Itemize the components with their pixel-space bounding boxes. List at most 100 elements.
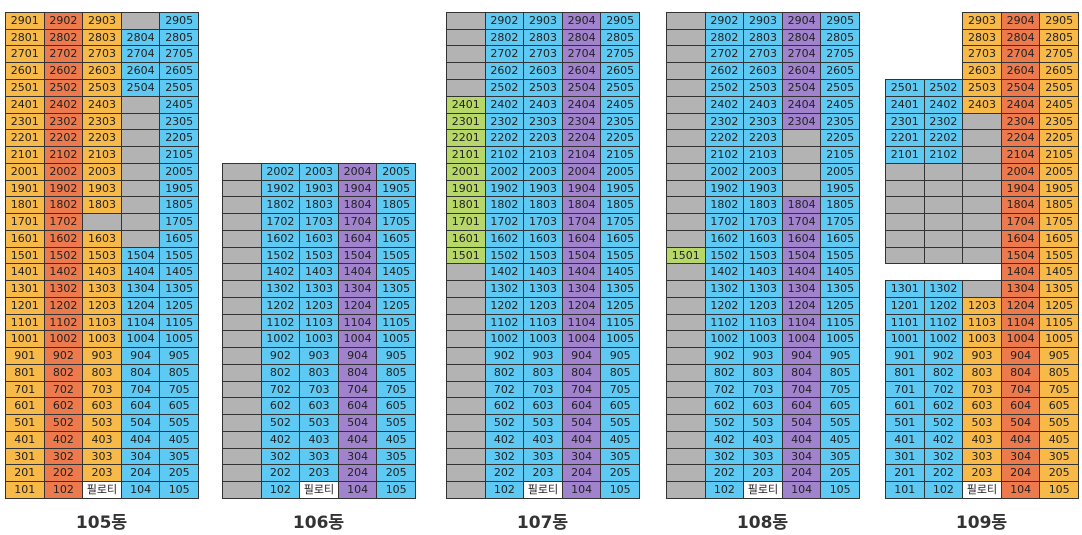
unit-cell: 2101 (885, 146, 925, 164)
unit-cell: 304 (337, 447, 378, 466)
unit-cell: 803 (299, 363, 339, 382)
unit-cell: 705 (1039, 380, 1079, 399)
unit-cell: 804 (337, 363, 378, 382)
unit-cell (120, 162, 161, 181)
unit-cell (666, 146, 706, 164)
unit-cell: 305 (600, 447, 640, 466)
unit-cell: 203 (523, 464, 563, 483)
unit-cell: 805 (600, 363, 640, 382)
unit-cell: 702 (704, 380, 745, 399)
unit-cell (962, 112, 1002, 131)
unit-cell: 1102 (484, 313, 525, 332)
unit-cell: 2804 (561, 28, 602, 47)
unit-cell: 2905 (159, 11, 199, 30)
unit-cell: 805 (376, 363, 416, 382)
unit-cell: 2402 (923, 95, 964, 114)
unit-cell: 302 (704, 447, 745, 466)
unit-cell: 202 (704, 464, 745, 483)
unit-cell: 2504 (561, 79, 602, 97)
unit-cell (885, 213, 925, 231)
unit-cell: 1304 (120, 280, 161, 298)
unit-cell: 604 (561, 397, 602, 416)
unit-cell (120, 11, 161, 30)
building-label: 105동 (75, 513, 128, 533)
unit-cell: 2704 (781, 45, 822, 64)
unit-cell: 504 (781, 414, 822, 432)
unit-cell: 2803 (82, 28, 122, 47)
unit-cell (120, 179, 161, 198)
unit-cell (222, 397, 262, 416)
unit-cell: 1201 (5, 296, 45, 315)
unit-cell: 2202 (484, 129, 525, 148)
unit-cell: 105 (376, 481, 416, 499)
unit-cell: 1901 (5, 179, 45, 198)
unit-cell (446, 313, 486, 332)
unit-cell: 803 (743, 363, 783, 382)
unit-cell (222, 414, 262, 432)
unit-cell: 1205 (820, 296, 860, 315)
unit-cell (222, 296, 262, 315)
unit-cell: 2302 (484, 112, 525, 131)
unit-cell: 2003 (299, 162, 339, 181)
unit-cell: 2202 (704, 129, 745, 148)
unit-cell: 1703 (523, 213, 563, 231)
unit-cell: 2703 (743, 45, 783, 64)
unit-cell: 필로티 (523, 481, 563, 499)
unit-cell (446, 414, 486, 432)
unit-cell: 1703 (743, 213, 783, 231)
unit-cell: 필로티 (743, 481, 783, 499)
unit-cell: 403 (523, 430, 563, 449)
unit-cell: 703 (523, 380, 563, 399)
unit-cell: 1203 (82, 296, 122, 315)
unit-cell: 802 (260, 363, 301, 382)
unit-cell: 1101 (885, 313, 925, 332)
unit-cell: 303 (299, 447, 339, 466)
unit-cell: 1802 (260, 196, 301, 215)
unit-cell (666, 45, 706, 64)
unit-cell: 1802 (484, 196, 525, 215)
unit-cell: 303 (82, 447, 122, 466)
unit-cell: 1402 (43, 263, 84, 282)
unit-cell: 2105 (159, 146, 199, 164)
unit-cell: 502 (484, 414, 525, 432)
unit-cell: 905 (820, 347, 860, 365)
unit-cell: 2801 (5, 28, 45, 47)
unit-cell: 2603 (523, 62, 563, 80)
unit-cell: 2601 (5, 62, 45, 80)
unit-cell: 1503 (82, 246, 122, 265)
unit-cell: 1605 (159, 229, 199, 248)
unit-cell: 2105 (600, 146, 640, 164)
unit-cell: 301 (5, 447, 45, 466)
unit-cell: 2503 (82, 79, 122, 97)
unit-cell: 202 (923, 464, 964, 483)
unit-cell (666, 481, 706, 499)
unit-cell: 804 (120, 363, 161, 382)
unit-cell: 802 (704, 363, 745, 382)
unit-cell (446, 45, 486, 64)
unit-cell: 2904 (561, 11, 602, 30)
unit-cell: 304 (120, 447, 161, 466)
unit-cell: 2502 (43, 79, 84, 97)
unit-cell (222, 313, 262, 332)
unit-cell: 904 (561, 347, 602, 365)
unit-cell: 1505 (820, 246, 860, 265)
unit-cell: 2404 (561, 95, 602, 114)
unit-cell: 101 (885, 481, 925, 499)
unit-cell: 1104 (561, 313, 602, 332)
unit-cell: 1505 (1039, 246, 1079, 265)
unit-cell: 2305 (600, 112, 640, 131)
unit-cell: 603 (523, 397, 563, 416)
unit-cell: 2303 (82, 112, 122, 131)
unit-cell: 102 (43, 481, 84, 499)
unit-cell: 1605 (600, 229, 640, 248)
unit-cell: 1703 (299, 213, 339, 231)
unit-cell: 105 (600, 481, 640, 499)
unit-cell: 404 (561, 430, 602, 449)
unit-cell: 1305 (376, 280, 416, 298)
unit-cell: 2805 (600, 28, 640, 47)
unit-cell: 1105 (1039, 313, 1079, 332)
unit-cell: 1204 (337, 296, 378, 315)
unit-cell: 1704 (781, 213, 822, 231)
unit-cell: 403 (962, 430, 1002, 449)
unit-cell (923, 179, 964, 198)
